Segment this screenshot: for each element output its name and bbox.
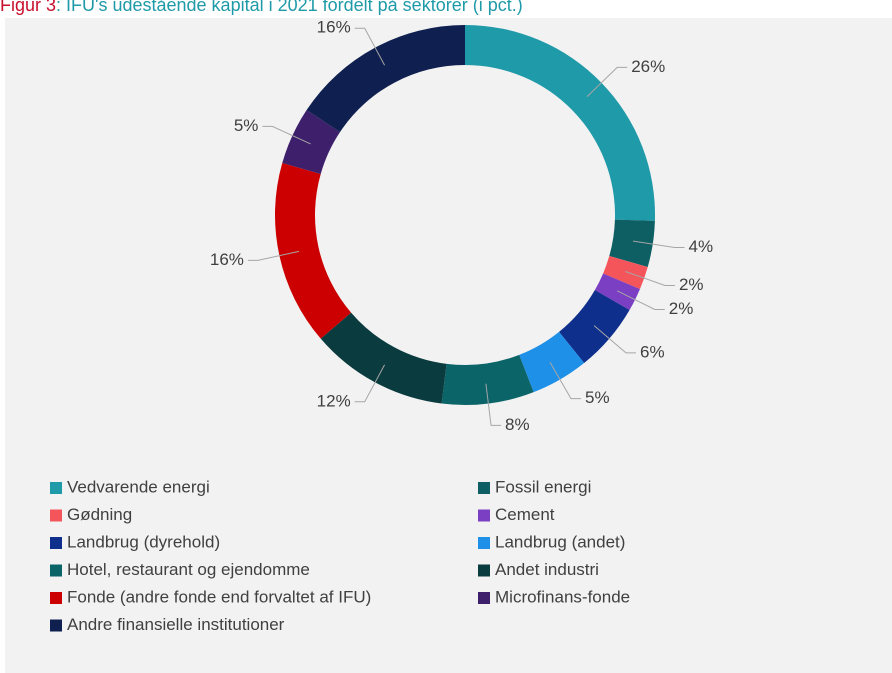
legend-label: Andet industri	[495, 560, 599, 579]
data-label: 2%	[669, 299, 694, 318]
slice	[465, 25, 656, 221]
legend-label: Hotel, restaurant og ejendomme	[67, 560, 310, 579]
leader-line	[625, 271, 675, 286]
legend-label: Vedvarende energi	[67, 477, 210, 496]
leader-line	[632, 240, 685, 249]
leader-line	[354, 27, 386, 66]
chart-title: Figur 3: IFU's udestående kapital i 2021…	[0, 0, 523, 15]
legend-swatch	[478, 509, 490, 522]
slice	[603, 256, 648, 290]
legend-swatch	[478, 537, 490, 549]
slice	[275, 163, 352, 339]
leader-line	[586, 66, 628, 98]
legend-swatch	[50, 509, 62, 522]
legend-label: Fossil energi	[495, 477, 591, 496]
leader-line	[354, 364, 386, 403]
legend-label: Landbrug (dyrehold)	[67, 532, 220, 551]
leader-line	[485, 383, 502, 426]
legend-label: Cement	[495, 505, 555, 524]
legend-label: Fonde (andre fonde end forvaltet af IFU)	[67, 587, 371, 606]
data-label: 2%	[679, 275, 704, 294]
data-label: 16%	[210, 250, 244, 269]
title-text: : IFU's udestående kapital i 2021 fordel…	[56, 0, 523, 15]
slice	[320, 312, 447, 404]
legend-swatch	[50, 592, 62, 604]
legend-swatch	[50, 482, 62, 494]
legend-swatch	[478, 482, 490, 494]
chart-background	[5, 18, 892, 673]
slice	[609, 219, 655, 267]
data-label: 4%	[688, 237, 713, 256]
legend-label: Gødning	[67, 505, 132, 524]
data-label: 8%	[505, 415, 530, 434]
legend-swatch	[478, 564, 490, 577]
data-label: 6%	[640, 342, 665, 361]
leader-line	[549, 361, 581, 400]
legend-swatch	[50, 619, 62, 632]
data-label: 16%	[317, 18, 351, 37]
legend-label: Andre finansielle institutioner	[67, 615, 285, 634]
slice	[559, 290, 630, 364]
legend-swatch	[50, 537, 62, 549]
data-label: 5%	[234, 116, 259, 135]
data-label: 5%	[585, 388, 610, 407]
legend-swatch	[50, 564, 62, 577]
slice	[282, 110, 340, 174]
leader-line	[593, 325, 636, 354]
legend-label: Microfinans-fonde	[495, 587, 630, 606]
title-label: Figur 3	[0, 0, 56, 15]
slice	[441, 354, 534, 405]
leader-line	[616, 290, 665, 310]
leader-line	[247, 250, 300, 261]
slice	[594, 273, 640, 310]
leader-line	[262, 125, 311, 145]
legend-label: Landbrug (andet)	[495, 532, 625, 551]
data-label: 26%	[631, 57, 665, 76]
slice	[519, 331, 585, 393]
legend-swatch	[478, 592, 490, 604]
data-label: 12%	[317, 391, 351, 410]
slice	[306, 24, 465, 133]
